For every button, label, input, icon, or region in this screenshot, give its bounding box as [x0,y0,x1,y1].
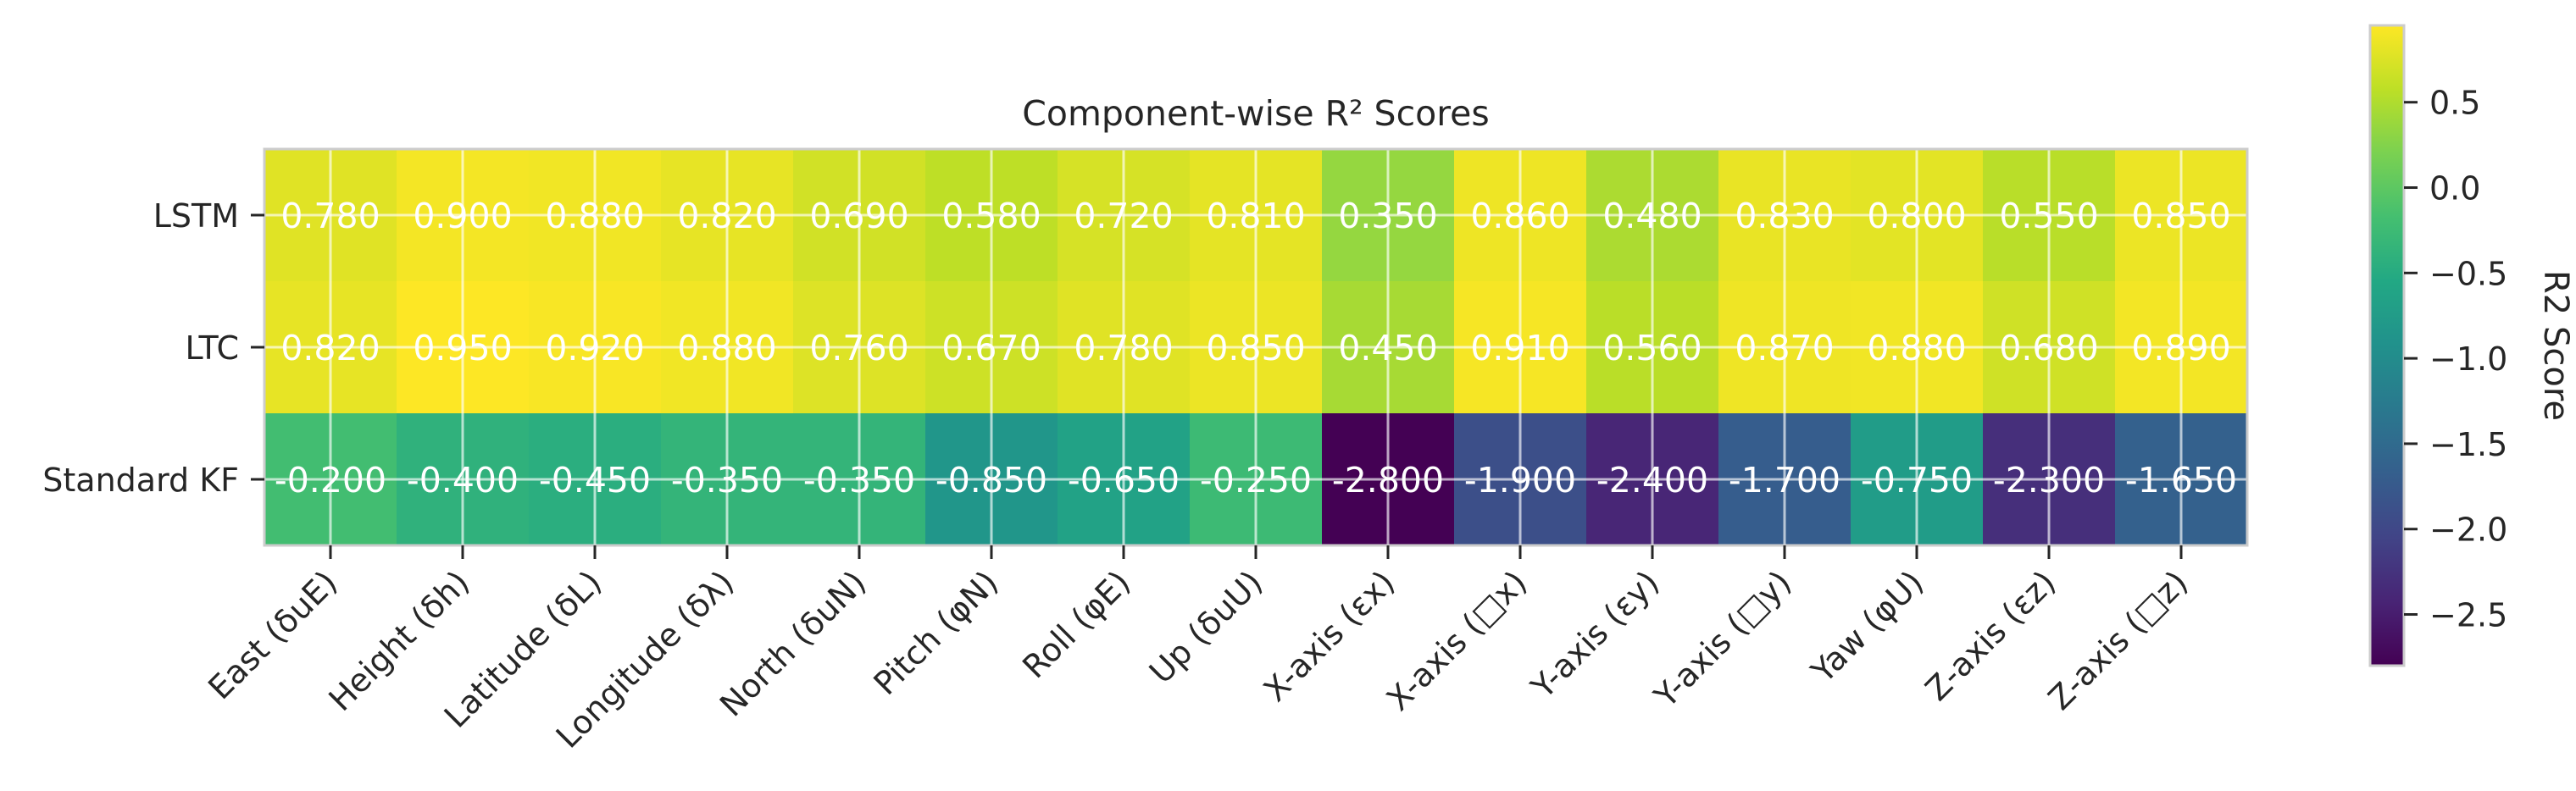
colorbar-gradient [2368,24,2406,667]
cell-value-label: 0.760 [809,328,908,368]
cell-value-label: 0.890 [2131,328,2230,368]
y-tick-label: LTC [186,329,239,367]
cell-value-label: 0.880 [545,196,644,236]
cell-value-label: 0.780 [280,196,380,236]
cell-value-label: 0.480 [1602,196,1702,236]
cell-value-label: -0.850 [935,460,1047,501]
x-tick-label: X-axis (□x) [1380,563,1535,718]
x-tick-label: Y-axis (□y) [1646,563,1798,715]
x-tick-label: Pitch (φN) [866,563,1005,702]
y-tick-label: LSTM [153,197,239,235]
cell-value-label: 0.350 [1338,196,1437,236]
cell-value-label: 0.830 [1735,196,1834,236]
x-tick-label: Yaw (φU) [1803,563,1930,690]
y-axis: LSTM LTC Standard KF [42,197,264,499]
x-axis: East (δuE)Height (δh)Latitude (δL)Longit… [201,545,2195,755]
cell-value-label: 0.910 [1470,328,1569,368]
colorbar-label: R2 Score [2536,270,2575,421]
cell-value-label: 0.550 [1999,196,2098,236]
colorbar-tick-label: −2.0 [2429,512,2507,549]
cell-value-label: 0.880 [677,328,776,368]
cell-value-label: 0.900 [413,196,512,236]
cell-value-label: -0.400 [407,460,519,501]
cell-value-label: -0.650 [1068,460,1180,501]
cell-value-label: 0.820 [677,196,776,236]
cell-value-label: 0.580 [941,196,1041,236]
x-tick-label: Roll (φE) [1015,563,1137,685]
cell-value-label: 0.860 [1470,196,1569,236]
colorbar-tick-label: 0.0 [2429,170,2480,207]
cell-value-label: -0.750 [1861,460,1973,501]
cell-value-label: 0.780 [1074,328,1173,368]
x-tick-label: X-axis (εx) [1257,563,1402,709]
cell-value-label: 0.670 [941,328,1041,368]
cell-value-label: 0.450 [1338,328,1437,368]
colorbar: 0.5 0.0 −0.5 −1.0 −1.5 −2.0 −2.5 R2 Score [2368,24,2575,667]
cell-value-label: -1.650 [2125,460,2237,501]
cell-value-label: -2.800 [1332,460,1444,501]
colorbar-tick-label: −1.0 [2429,340,2507,378]
colorbar-tick-label: −1.5 [2429,426,2507,463]
cell-value-label: 0.950 [413,328,512,368]
cell-value-label: -0.250 [1200,460,1312,501]
cell-value-label: 0.880 [1867,328,1966,368]
cell-value-label: 0.680 [1999,328,2098,368]
x-tick-label: East (δuE) [201,563,344,706]
cell-value-label: -0.350 [671,460,783,501]
heatmap-gridlines [264,149,2247,545]
cell-value-label: 0.850 [2131,196,2230,236]
cell-value-label: -2.400 [1596,460,1708,501]
cell-value-label: 0.850 [1206,328,1305,368]
x-tick-label: Up (δuU) [1142,563,1269,690]
cell-value-label: -1.700 [1729,460,1840,501]
x-tick-label: Y-axis (εy) [1524,563,1667,706]
cell-value-label: -0.350 [803,460,915,501]
chart-title: Component-wise R² Scores [1022,93,1490,134]
x-tick-label: Z-axis (□z) [2041,563,2196,717]
cell-value-label: 0.720 [1074,196,1173,236]
colorbar-tick-label: −0.5 [2429,255,2507,292]
colorbar-ticks: 0.5 0.0 −0.5 −1.0 −1.5 −2.0 −2.5 [2404,85,2507,634]
cell-value-label: 0.820 [280,328,380,368]
cell-value-label: 0.800 [1867,196,1966,236]
x-tick-label: Z-axis (εz) [1918,563,2063,708]
cell-value-label: 0.810 [1206,196,1305,236]
cell-value-label: -0.200 [275,460,386,501]
cell-value-label: -1.900 [1464,460,1576,501]
cell-value-label: -0.450 [539,460,651,501]
cell-value-label: 0.870 [1735,328,1834,368]
colorbar-tick-label: −2.5 [2429,597,2507,634]
cell-value-label: 0.920 [545,328,644,368]
cell-value-label: 0.560 [1602,328,1702,368]
cell-value-label: 0.690 [809,196,908,236]
cell-value-labels: 0.780 0.900 0.880 0.820 0.690 0.580 0.720 0.810… [275,196,2237,501]
y-tick-label: Standard KF [42,462,239,499]
cell-value-label: -2.300 [1993,460,2105,501]
colorbar-tick-label: 0.5 [2429,85,2480,122]
